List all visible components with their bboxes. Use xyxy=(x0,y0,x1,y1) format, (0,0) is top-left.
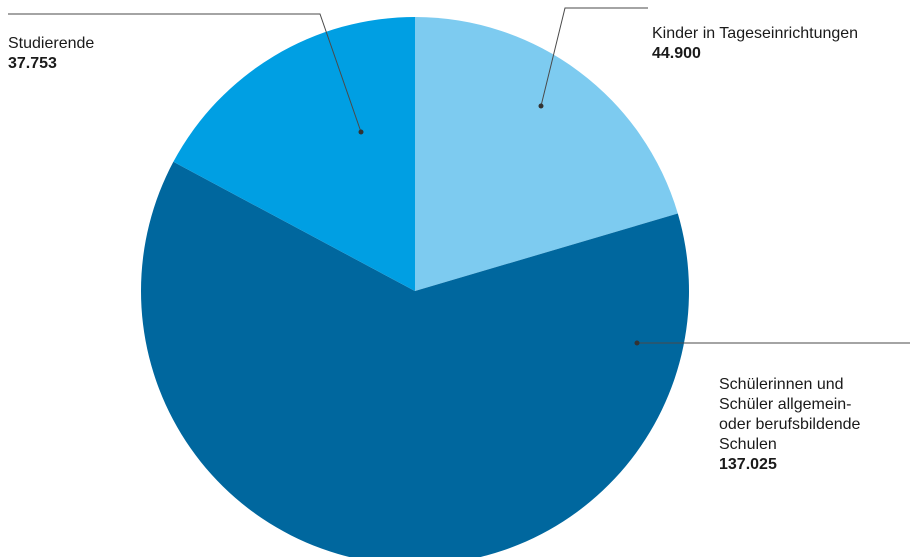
label-studierende-name: Studierende xyxy=(8,35,95,52)
leader-line-studierende-dot xyxy=(358,129,364,135)
label-kinder-value: 44.900 xyxy=(652,45,701,62)
leader-line-kinder-dot xyxy=(538,103,544,109)
pie-slice-0 xyxy=(415,17,678,291)
label-studierende-value: 37.753 xyxy=(8,55,57,72)
leader-line-studierende xyxy=(8,13,362,133)
label-kinder: Kinder in Tageseinrichtungen 44.900 xyxy=(652,24,858,64)
label-schueler-value: 137.025 xyxy=(719,456,777,473)
label-schueler-line-2: Schüler allgemein- xyxy=(719,396,852,413)
label-schueler-line-3: oder berufsbildende xyxy=(719,416,861,433)
label-schueler-line-1: Schülerinnen und xyxy=(719,376,844,393)
leader-line-schueler-dot xyxy=(634,340,640,346)
label-studierende: Studierende 37.753 xyxy=(8,34,94,74)
label-schueler: Schülerinnen und Schüler allgemein- oder… xyxy=(719,375,919,475)
pie-slice-1 xyxy=(141,161,689,557)
pie-slice-2 xyxy=(173,17,415,291)
leader-line-kinder xyxy=(540,7,648,107)
label-schueler-line-4: Schulen xyxy=(719,436,777,453)
label-kinder-name: Kinder in Tageseinrichtungen xyxy=(652,25,859,42)
